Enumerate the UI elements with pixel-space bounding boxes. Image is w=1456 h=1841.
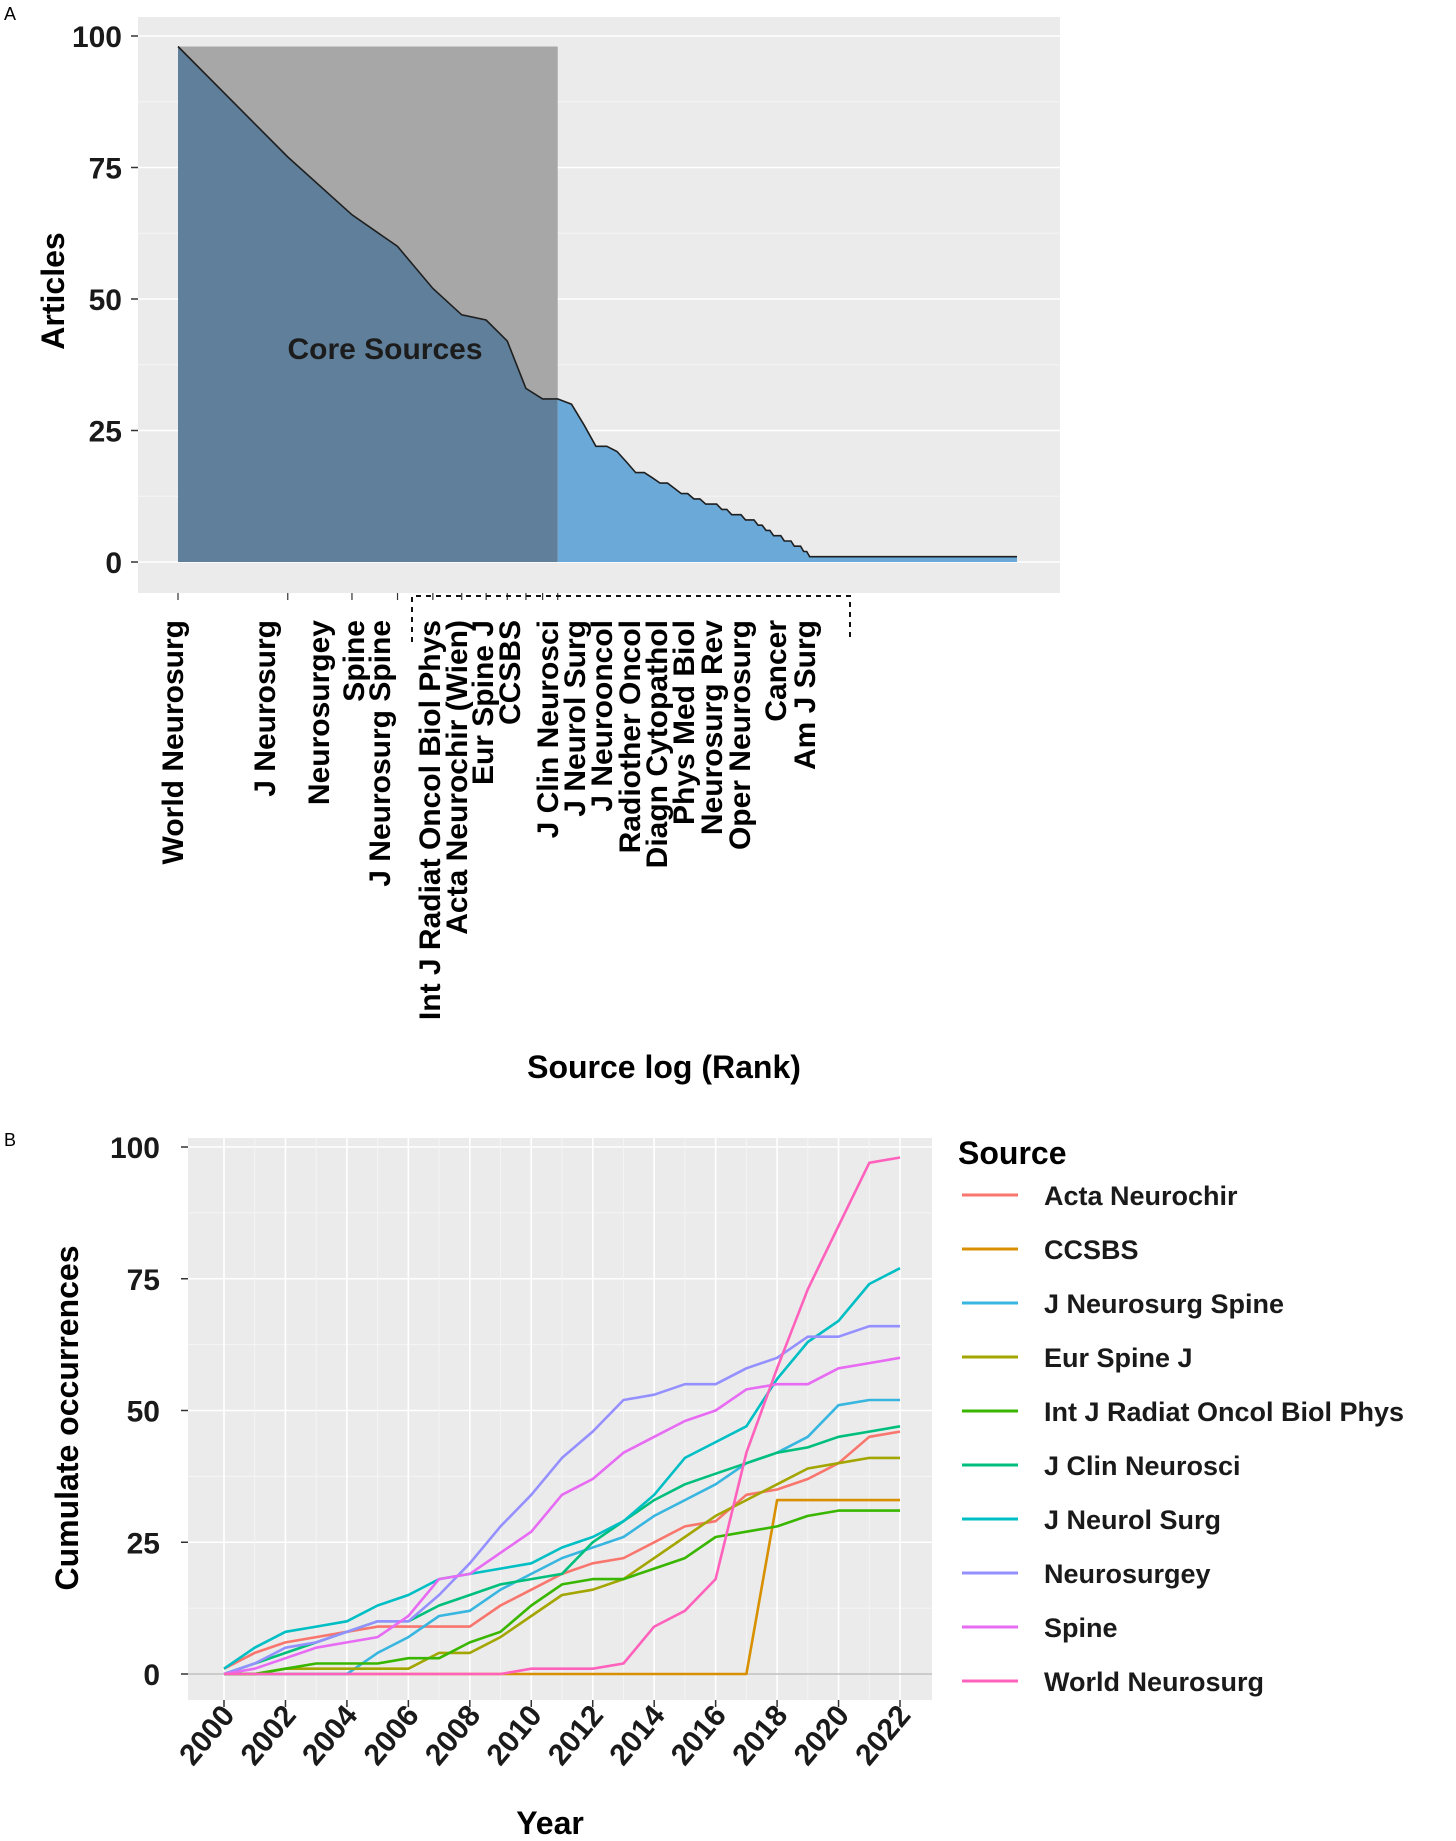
panel-a-y-axis-title: Articles bbox=[35, 232, 71, 349]
legend-item: J Neurol Surg bbox=[962, 1505, 1221, 1535]
panel-b-x-tick-label: 2000 bbox=[173, 1699, 241, 1771]
legend-item: J Neurosurg Spine bbox=[962, 1289, 1284, 1319]
source-bracket bbox=[411, 595, 851, 642]
legend: Acta Neurochir CCSBS J Neurosurg Spine Eur … bbox=[962, 1181, 1404, 1697]
panel-b-x-tick-label: 2006 bbox=[358, 1699, 426, 1771]
core-area bbox=[178, 46, 558, 562]
legend-label: J Neurosurg Spine bbox=[1044, 1289, 1284, 1319]
panel-b-x-tick-label: 2016 bbox=[665, 1699, 733, 1771]
panel-b-x-tick-label: 2012 bbox=[542, 1699, 610, 1771]
legend-item: Eur Spine J bbox=[962, 1343, 1193, 1373]
legend-label: World Neurosurg bbox=[1044, 1667, 1264, 1697]
articles-area bbox=[177, 45, 1017, 562]
panel-b-y-tick-label: 75 bbox=[127, 1264, 160, 1297]
source-label: J Neurosurg bbox=[249, 620, 282, 797]
panel-a-y-tick-label: 50 bbox=[89, 284, 122, 317]
source-labels: World Neurosurg J Neurosurg Neurosurgey Spi… bbox=[157, 593, 822, 1020]
series-line bbox=[224, 1509, 900, 1676]
legend-label: Acta Neurochir bbox=[1044, 1181, 1238, 1211]
source-label: J Clin Neurosci bbox=[532, 620, 565, 838]
source-label: J Neurooncol bbox=[586, 620, 619, 812]
legend-item: Spine bbox=[962, 1613, 1118, 1643]
panel-b-x-tick-label: 2018 bbox=[726, 1699, 794, 1771]
legend-item: CCSBS bbox=[962, 1235, 1139, 1265]
legend-label: Spine bbox=[1044, 1613, 1118, 1643]
panel-b-x-axis-title: Year bbox=[516, 1805, 584, 1841]
source-label: Eur Spine J bbox=[467, 620, 500, 785]
source-label: Spine bbox=[338, 620, 371, 702]
panel-a-y-tick-label: 25 bbox=[89, 416, 122, 449]
legend-item: World Neurosurg bbox=[962, 1667, 1264, 1697]
series-line bbox=[223, 1324, 900, 1676]
source-label: Int J Radiat Oncol Biol Phys bbox=[414, 620, 447, 1020]
source-bracket-line bbox=[411, 595, 851, 642]
panel-a-x-axis-title: Source log (Rank) bbox=[527, 1049, 801, 1085]
source-label: Radiother Oncol bbox=[614, 620, 647, 853]
series-line bbox=[224, 1456, 900, 1676]
panel-b-y-tick-label: 25 bbox=[127, 1527, 160, 1560]
panel-b-y-tick-label: 0 bbox=[143, 1659, 160, 1692]
panel-b-x-tick-label: 2014 bbox=[603, 1699, 671, 1772]
source-label: World Neurosurg bbox=[157, 620, 190, 864]
source-label: Am J Surg bbox=[789, 620, 822, 770]
series-line bbox=[223, 1267, 901, 1670]
source-label: CCSBS bbox=[494, 620, 527, 725]
panel-b-letter: B bbox=[4, 1130, 16, 1150]
tail-area bbox=[557, 398, 1017, 562]
articles-line bbox=[177, 45, 1017, 558]
panel-a-letter: A bbox=[4, 4, 16, 24]
series-line bbox=[224, 1156, 901, 1676]
source-label: J Neurol Surg bbox=[559, 620, 592, 817]
legend-item: J Clin Neurosci bbox=[962, 1451, 1241, 1481]
legend-label: Eur Spine J bbox=[1044, 1343, 1193, 1373]
legend-label: J Clin Neurosci bbox=[1044, 1451, 1241, 1481]
legend-label: Neurosurgey bbox=[1044, 1559, 1211, 1589]
panel-b-y-ticks: 0 25 50 75 100 bbox=[110, 1132, 188, 1692]
source-label: Phys Med Biol bbox=[668, 620, 701, 825]
source-label: J Neurosurg Spine bbox=[364, 620, 397, 887]
series-line bbox=[223, 1356, 901, 1676]
source-label: Diagn Cytopathol bbox=[641, 620, 674, 868]
panel-a-y-tick-label: 75 bbox=[89, 153, 122, 186]
source-label: Neurosurg Rev bbox=[696, 620, 729, 835]
panel-b-x-tick-label: 2010 bbox=[480, 1699, 548, 1771]
legend-label: CCSBS bbox=[1044, 1235, 1139, 1265]
panel-a-y-tick-label: 0 bbox=[105, 547, 122, 580]
legend-item: Acta Neurochir bbox=[962, 1181, 1238, 1211]
panel-a-y-tick-label: 100 bbox=[72, 21, 122, 54]
legend-item: Int J Radiat Oncol Biol Phys bbox=[962, 1397, 1404, 1427]
panel-a: A Core Sources 0 25 50 75 100 World Neurosur… bbox=[4, 4, 1060, 1085]
panel-a-y-ticks: 0 25 50 75 100 bbox=[72, 21, 138, 580]
panel-b-x-tick-label: 2004 bbox=[296, 1699, 364, 1772]
panel-b-x-tick-label: 2022 bbox=[849, 1699, 917, 1771]
panel-b-x-tick-label: 2002 bbox=[235, 1699, 303, 1771]
panel-b-y-tick-label: 50 bbox=[127, 1396, 160, 1429]
panel-b-x-tick-label: 2020 bbox=[788, 1699, 856, 1771]
legend-label: Int J Radiat Oncol Biol Phys bbox=[1044, 1397, 1404, 1427]
legend-label: J Neurol Surg bbox=[1044, 1505, 1221, 1535]
source-label: Acta Neurochir (Wien) bbox=[441, 620, 474, 935]
source-label: Oper Neurosurg bbox=[724, 620, 757, 850]
panel-b-x-tick-label: 2008 bbox=[419, 1699, 487, 1771]
panel-b-y-axis-title: Cumulate occurrences bbox=[49, 1245, 85, 1590]
legend-title: Source bbox=[958, 1135, 1066, 1171]
panel-b-y-tick-label: 100 bbox=[110, 1132, 160, 1165]
source-label: Neurosurgey bbox=[303, 620, 336, 805]
panel-b-x-ticks: 2000200220042006200820102012201420162018… bbox=[173, 1699, 917, 1772]
legend-item: Neurosurgey bbox=[962, 1559, 1211, 1589]
source-label: Cancer bbox=[760, 620, 793, 722]
core-sources-label: Core Sources bbox=[287, 333, 482, 366]
panel-b-plot-background bbox=[188, 1138, 932, 1700]
panel-b-series-lines bbox=[223, 1156, 901, 1676]
